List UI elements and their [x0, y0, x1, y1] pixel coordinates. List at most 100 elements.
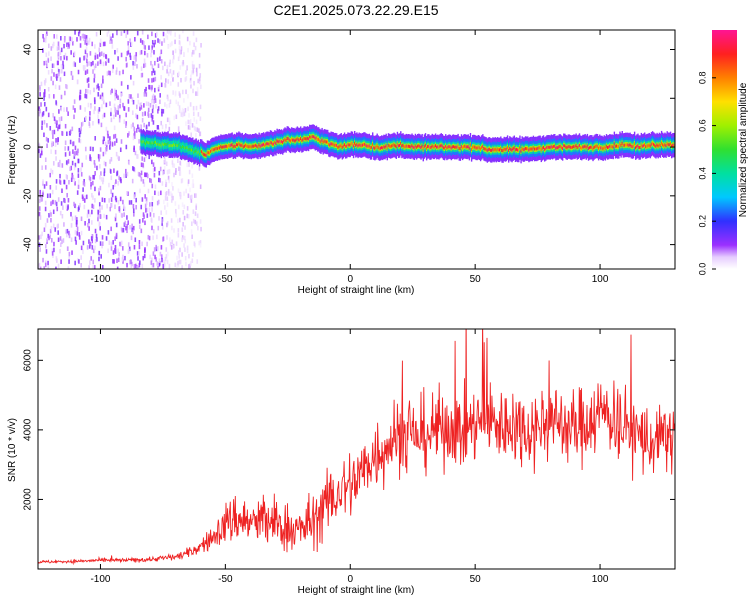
spectrogram-cell: [108, 240, 111, 245]
spectrogram-cell: [71, 160, 74, 166]
spectrogram-cell: [190, 70, 193, 75]
spectrogram-cell: [102, 179, 104, 185]
spectrogram-cell: [532, 146, 535, 150]
spectrogram-cell: [187, 119, 190, 125]
spectrogram-cell: [189, 263, 191, 269]
spectrogram-cell: [406, 144, 409, 148]
spectrogram-cell: [63, 71, 66, 77]
spectrogram-cell: [111, 68, 114, 74]
spectrogram-cell: [161, 225, 164, 230]
spectrogram-cell: [558, 144, 560, 148]
spectrogram-cell: [307, 137, 310, 141]
spectrogram-cell: [60, 55, 62, 61]
spectrogram-cell: [134, 37, 136, 42]
spectrogram-cell: [61, 163, 64, 168]
spectrogram-cell: [402, 143, 404, 147]
spectrogram-cell: [78, 127, 81, 133]
spectrogram-cell: [164, 142, 166, 146]
spectrogram-cell: [66, 55, 68, 61]
spectrogram-cell: [100, 122, 103, 128]
spectrogram-cell: [153, 140, 156, 144]
spectrogram-cell: [192, 218, 195, 224]
spectrogram-cell: [99, 185, 102, 191]
spectrogram-cell: [185, 121, 187, 126]
spectrogram-cell: [196, 127, 199, 132]
spectrogram-cell: [43, 227, 46, 232]
spectrogram-cell: [68, 179, 70, 185]
spectrogram-cell: [53, 94, 55, 99]
spectrogram-cell: [672, 143, 674, 147]
spectrogram-cell: [538, 146, 540, 150]
spectrogram-cell: [117, 105, 120, 110]
spectrogram-cell: [45, 249, 48, 254]
spectrogram-cell: [85, 88, 87, 94]
spectrogram-cell: [170, 218, 173, 223]
spectrogram-cell: [133, 133, 135, 138]
x-tick-label: 50: [470, 574, 482, 585]
spectrogram-cell: [191, 183, 194, 189]
spectrogram-cell: [575, 144, 577, 148]
spectrogram-cell: [336, 143, 338, 147]
spectrogram-cell: [73, 151, 75, 157]
spectrogram-cell: [624, 143, 627, 147]
spectrogram-cell: [230, 143, 232, 147]
spectrogram-cell: [144, 142, 147, 146]
spectrogram-cell: [199, 243, 202, 248]
spectrogram-cell: [439, 144, 441, 148]
spectrogram-cell: [79, 43, 82, 48]
spectrogram-cell: [301, 138, 303, 142]
spectrogram-cell: [162, 31, 165, 37]
spectrogram-cell: [496, 147, 499, 151]
spectrogram-cell: [249, 144, 251, 148]
spectrogram-cell: [629, 143, 631, 147]
spectrogram-cell: [287, 137, 290, 141]
spectrogram-cell: [41, 125, 43, 130]
spectrogram-cell: [38, 235, 40, 240]
spectrogram-cell: [130, 75, 132, 80]
spectrogram-cell: [139, 106, 141, 111]
spectrogram-cell: [57, 197, 60, 202]
spectrogram-cell: [410, 145, 412, 149]
spectrogram-cell: [152, 162, 155, 167]
spectrogram-cell: [86, 213, 89, 218]
spectrogram-cell: [154, 87, 156, 93]
spectrogram-cell: [64, 52, 67, 58]
spectrogram-cell: [171, 239, 174, 245]
spectrogram-cell: [51, 63, 54, 68]
spectrogram-cell: [73, 114, 75, 120]
spectrogram-marks: [38, 30, 675, 269]
spectrogram-cell: [75, 240, 77, 245]
spectrogram-cell: [122, 254, 124, 260]
spectrogram-cell: [178, 34, 181, 40]
spectrogram-cell: [85, 94, 88, 99]
spectrogram-cell: [167, 141, 169, 145]
spectrogram-cell: [518, 148, 520, 152]
spectrogram-cell: [246, 144, 248, 148]
spectrogram-cell: [191, 258, 194, 263]
spectrogram-cell: [516, 148, 519, 152]
spectrogram-cell: [159, 166, 162, 172]
spectrogram-cell: [42, 48, 44, 53]
spectrogram-cell: [151, 45, 154, 50]
spectrogram-cell: [322, 140, 324, 144]
spectrogram-cell: [126, 51, 129, 56]
spectrogram-cell: [660, 141, 663, 145]
spectrogram-cell: [77, 173, 80, 178]
spectrogram-cell: [203, 152, 205, 156]
spectrogram-cell: [183, 51, 185, 57]
spectrogram-cell: [62, 238, 65, 243]
spectrogram-cell: [195, 193, 197, 198]
spectrogram-cell: [127, 242, 130, 247]
spectrogram-cell: [342, 144, 345, 148]
spectrogram-cell: [41, 112, 44, 117]
spectrogram-cell: [60, 69, 63, 74]
spectrogram-cell: [632, 144, 635, 148]
spectrogram-cell: [180, 46, 183, 51]
spectrogram-cell: [465, 145, 467, 149]
spectrogram-cell: [63, 38, 66, 43]
spectrogram-cell: [133, 244, 136, 250]
colorbar-tick-label: 0.6: [697, 119, 707, 132]
spectrogram-cell: [91, 192, 93, 198]
spectrogram-cell: [158, 143, 160, 147]
spectrogram-cell: [47, 43, 50, 49]
